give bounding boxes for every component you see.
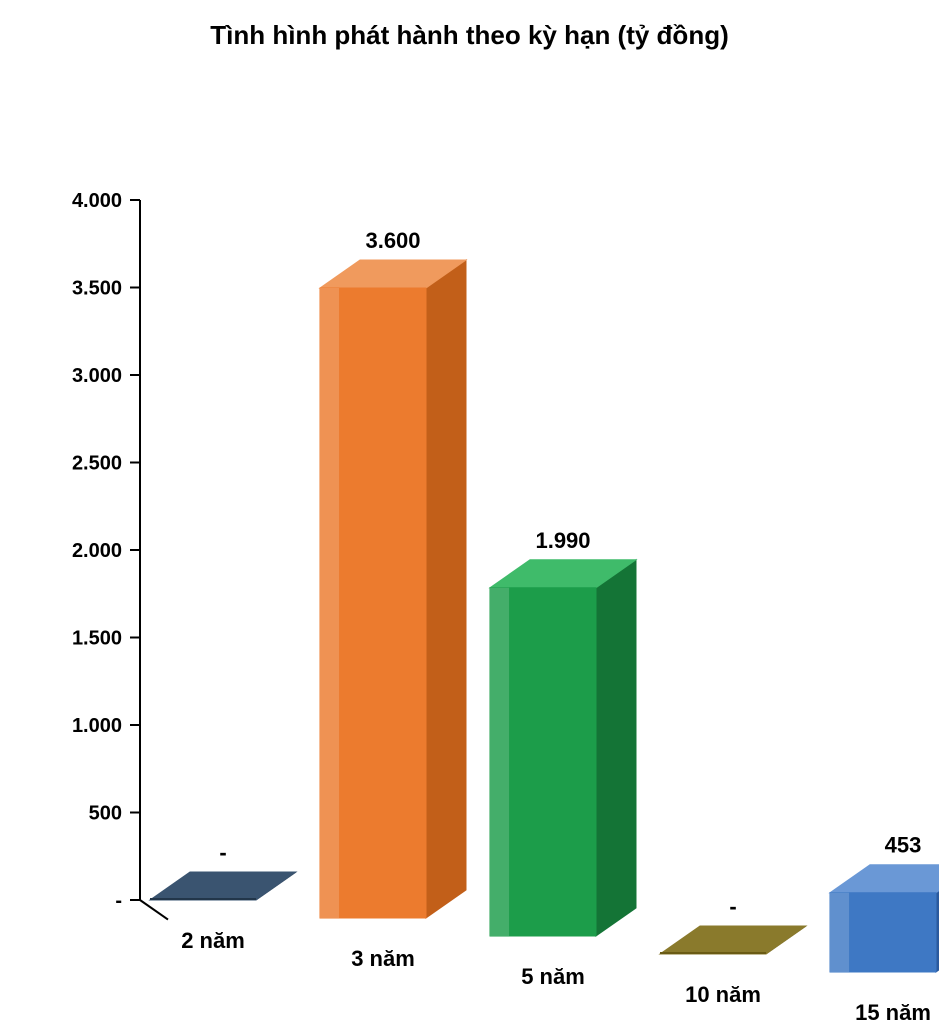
category-label: 10 năm (685, 982, 761, 1007)
bar-value-label: 453 (885, 833, 922, 858)
bar-side (426, 260, 466, 918)
bar-value-label: 3.600 (365, 228, 420, 253)
y-tick-label: 500 (89, 803, 122, 825)
chart-title: Tình hình phát hành theo kỳ hạn (tỷ đồng… (0, 0, 939, 51)
bar-top (150, 872, 296, 900)
bar-gloss (320, 288, 339, 918)
bar-front (150, 898, 256, 900)
y-tick-label: 1.500 (72, 628, 122, 650)
bar-gloss (490, 588, 509, 936)
bar-front (660, 952, 766, 954)
category-label: 2 năm (181, 928, 245, 953)
y-tick-label: - (115, 890, 122, 912)
category-label: 15 năm (855, 1000, 931, 1021)
y-tick-label: 2.000 (72, 540, 122, 562)
y-tick-label: 3.500 (72, 278, 122, 300)
bar-value-label: - (219, 840, 226, 865)
y-tick-label: 3.000 (72, 365, 122, 387)
y-tick-label: 1.000 (72, 715, 122, 737)
chart-svg-wrap: - 500 1.000 1.500 2.000 2.500 3.000 3.500 4.000 -… (0, 70, 939, 1026)
category-label: 3 năm (351, 946, 415, 971)
y-tick-label: 4.000 (72, 190, 122, 212)
floor-corner-tick (140, 900, 168, 920)
bar-value-label: 1.990 (535, 528, 590, 553)
y-tick-label: 2.500 (72, 453, 122, 475)
category-label: 5 năm (521, 964, 585, 989)
chart-container: Tình hình phát hành theo kỳ hạn (tỷ đồng… (0, 0, 939, 1021)
bar-top (660, 926, 806, 954)
bar-gloss (830, 893, 849, 972)
chart-svg: - 500 1.000 1.500 2.000 2.500 3.000 3.500 4.000 -… (0, 70, 939, 1021)
bar-top (830, 865, 939, 893)
bar-side (596, 560, 636, 936)
bar-value-label: - (729, 894, 736, 919)
